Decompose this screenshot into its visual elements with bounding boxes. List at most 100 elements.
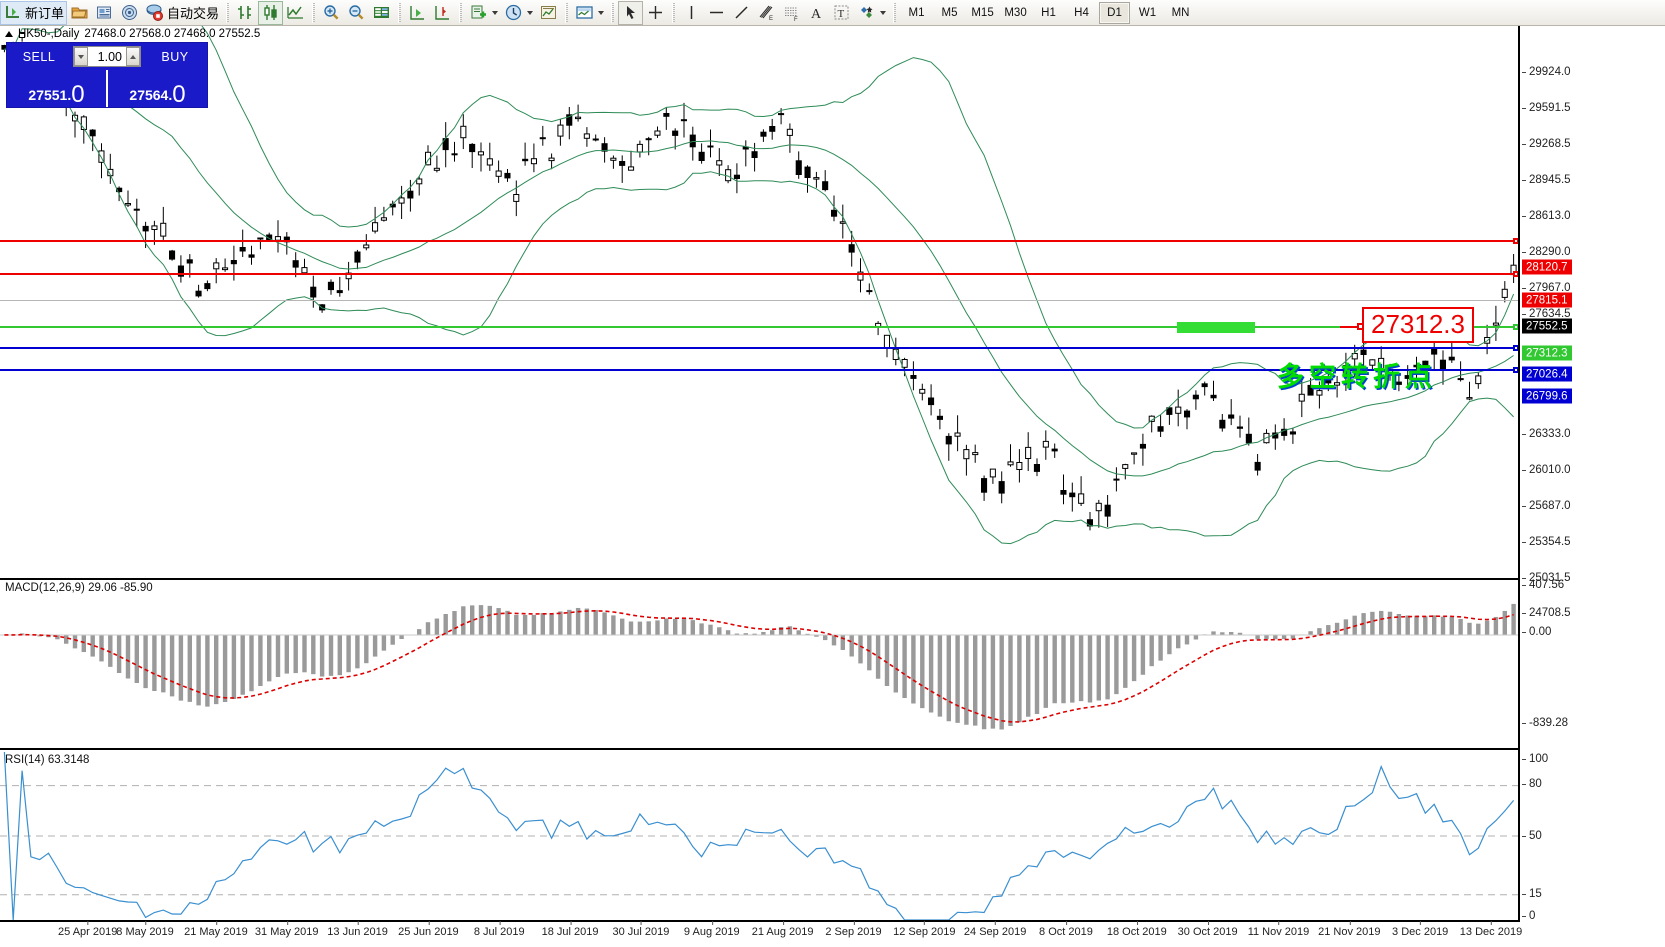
toolbar-separator-7 (672, 2, 676, 23)
one-click-trading-panel[interactable]: SELL 1.00 BUY 27551 . 0 27564 . 0 (6, 42, 208, 108)
autotrade-button[interactable]: 自动交易 (142, 1, 222, 25)
chevron-down-icon[interactable] (880, 10, 887, 15)
price-panel[interactable]: 27312.3 多空转折点 (0, 26, 1519, 578)
shapes-button[interactable] (854, 1, 889, 25)
sell-button[interactable]: SELL (22, 49, 56, 64)
channel-button[interactable]: E (754, 1, 779, 25)
time-tick-label: 21 Aug 2019 (751, 921, 814, 938)
rsi-panel[interactable]: RSI(14) 63.3148 (0, 752, 1518, 922)
timeframe-h1[interactable]: H1 (1041, 6, 1056, 19)
timeframe-mn[interactable]: MN (1171, 6, 1190, 19)
profiles-button[interactable] (572, 1, 607, 25)
timeframe-m5[interactable]: M5 (941, 6, 958, 19)
time-tick-label: 18 Jul 2019 (541, 921, 599, 938)
cursor-button[interactable] (618, 0, 644, 25)
price-level-badge[interactable]: 27026.4 (1522, 366, 1572, 382)
volume-increment-button[interactable] (126, 47, 140, 66)
vertical-line-button[interactable] (679, 1, 704, 25)
macd-axis-tick: 407.56 (1521, 579, 1565, 591)
buy-price[interactable]: 27564 . 0 (108, 70, 207, 107)
time-axis[interactable]: 25 Apr 2019 8 May 2019 21 May 2019 31 May 2… (0, 921, 1665, 947)
chevron-down-icon[interactable] (598, 10, 605, 15)
trendline-icon (735, 6, 748, 19)
sell-price-dot: . (67, 87, 72, 103)
zoom-out-button[interactable] (344, 1, 369, 25)
time-axis-ticks: 25 Apr 2019 8 May 2019 21 May 2019 31 May 2… (0, 921, 1665, 947)
market-watch-button[interactable] (117, 1, 142, 25)
toolbar-separator-8 (893, 2, 897, 23)
symbol-header: HK50-,Daily 27468.0 27568.0 27468.0 2755… (5, 28, 260, 40)
folder-button[interactable] (67, 1, 92, 25)
data-window-button[interactable] (369, 1, 394, 25)
chart-note-text[interactable]: 多空转折点 (1277, 362, 1437, 392)
clock-icon (505, 4, 522, 21)
resistance-line-28120[interactable] (0, 238, 1519, 244)
sell-price[interactable]: 27551 . 0 (7, 70, 108, 107)
line-chart-button[interactable] (283, 1, 308, 25)
profile-icon (576, 6, 593, 19)
price-level-badge[interactable]: 26799.6 (1522, 388, 1572, 404)
rsi-caption[interactable]: RSI(14) 63.3148 (5, 754, 90, 766)
periods-button[interactable] (501, 1, 536, 25)
horizontal-line-button[interactable] (704, 1, 729, 25)
symbol-ohlc: 27468.0 27568.0 27468.0 27552.5 (84, 28, 261, 40)
symbol-name: HK50-,Daily (18, 28, 80, 40)
price-level-badge[interactable]: 27552.5 (1522, 318, 1572, 334)
new-order-icon (6, 6, 19, 18)
text-label-button[interactable]: T (829, 1, 854, 25)
news-button[interactable] (92, 1, 117, 25)
text-button[interactable]: A (804, 1, 829, 25)
chevron-down-icon[interactable] (492, 10, 499, 15)
zoom-in-icon (324, 5, 339, 20)
timeframe-m1[interactable]: M1 (908, 6, 925, 19)
price-level-badge[interactable]: 27312.3 (1522, 345, 1572, 361)
autotrade-label: 自动交易 (167, 6, 220, 21)
timeframe-m15[interactable]: M15 (971, 6, 994, 19)
price-box-label[interactable]: 27312.3 (1362, 307, 1474, 343)
new-order-button[interactable]: 新订单 (0, 0, 68, 25)
templates-button[interactable] (536, 1, 561, 25)
candlestick-chart-button[interactable] (258, 0, 284, 25)
timeframe-m30[interactable]: M30 (1004, 6, 1027, 19)
rsi-axis-tick: 15 (1522, 888, 1542, 900)
chevron-down-icon[interactable] (527, 10, 534, 15)
svg-text:F: F (794, 17, 798, 22)
trendline-button[interactable] (729, 1, 754, 25)
timeframe-d1[interactable]: D1 (1099, 1, 1131, 24)
chart-area[interactable]: 27312.3 多空转折点 HK50-,Daily 27468.0 27568.… (0, 26, 1665, 947)
price-level-badge[interactable]: 28120.7 (1522, 259, 1572, 275)
time-tick-label: 8 Oct 2019 (1039, 921, 1093, 938)
add-indicator-button[interactable] (466, 1, 501, 25)
buy-button[interactable]: BUY (161, 49, 189, 64)
time-tick-label: 9 Aug 2019 (683, 921, 740, 938)
price-level-badge[interactable]: 27815.1 (1522, 292, 1572, 308)
last-price-line (0, 300, 1518, 301)
pivot-line-27312[interactable] (0, 324, 1519, 330)
timeframe-w1[interactable]: W1 (1138, 6, 1157, 19)
time-tick-label: 12 Sep 2019 (893, 921, 956, 938)
time-tick-label: 13 Dec 2019 (1459, 921, 1523, 938)
auto-scroll-button[interactable] (405, 1, 430, 25)
macd-caption[interactable]: MACD(12,26,9) 29.06 -85.90 (5, 582, 153, 594)
price-axis[interactable]: 29924.0 29591.5 29268.5 28945.5 28613.0 28290… (1518, 26, 1665, 922)
svg-text:A: A (811, 7, 822, 22)
timeframe-h4[interactable]: H4 (1074, 6, 1089, 19)
collapse-triangle-icon[interactable] (5, 31, 13, 37)
toolbar-separator-5 (565, 2, 569, 23)
macd-panel[interactable]: MACD(12,26,9) 29.06 -85.90 (0, 578, 1518, 750)
zoom-in-button[interactable] (319, 1, 344, 25)
trade-panel-prices: 27551 . 0 27564 . 0 (7, 70, 207, 107)
volume-value[interactable]: 1.00 (97, 49, 122, 64)
green-zone-highlight[interactable] (1177, 322, 1255, 333)
template-icon (541, 6, 557, 19)
crosshair-button[interactable] (643, 1, 668, 25)
axis-tick-label: 27634.5 (1522, 308, 1571, 320)
bar-chart-button[interactable] (233, 1, 258, 25)
volume-decrement-button[interactable] (74, 47, 88, 66)
fibonacci-button[interactable]: F (779, 1, 804, 25)
support-line-27026[interactable] (0, 345, 1519, 351)
volume-input[interactable]: 1.00 (73, 46, 141, 67)
resistance-line-27815[interactable] (0, 271, 1519, 277)
toolbar-separator-1 (226, 2, 230, 23)
chart-shift-button[interactable] (430, 1, 455, 25)
